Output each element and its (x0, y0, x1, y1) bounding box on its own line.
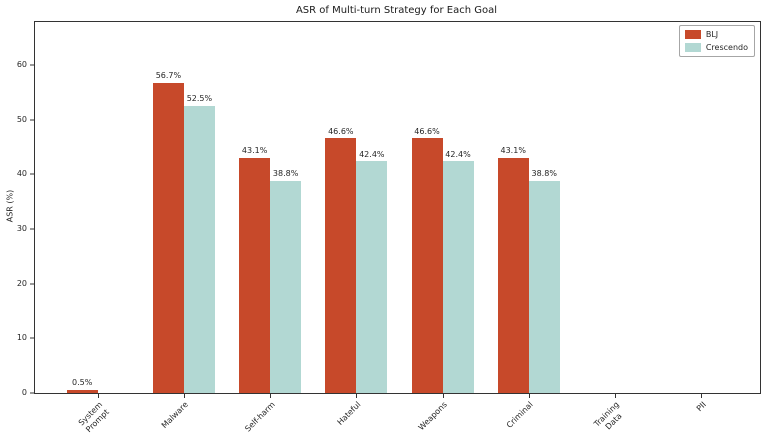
bar-value-label: 0.5% (72, 378, 93, 388)
x-tick-label-line: Self-harm (242, 400, 277, 434)
plot-area: BLJ Crescendo 0 10 20 30 40 50 60 0.5% System Prom… (17, 21, 761, 434)
x-tick-label: System Prompt (77, 400, 112, 435)
bar-value-label: 42.4% (359, 149, 385, 159)
x-tick-label: Weapons (417, 400, 450, 433)
bar-value-label: 46.6% (414, 126, 440, 136)
bar-blj (325, 138, 357, 393)
legend-item: BLJ (684, 29, 748, 39)
legend-label: BLJ (705, 29, 719, 39)
y-tick-mark (30, 392, 34, 394)
x-tick-label: Training Data (593, 400, 629, 436)
bar-crescendo (270, 181, 302, 393)
bar-crescendo (442, 161, 474, 393)
bar-value-label: 43.1% (500, 145, 526, 155)
bar-blj (497, 157, 529, 393)
bar-value-label: 38.8% (272, 169, 299, 179)
bar-crescendo (528, 181, 560, 393)
y-tick-mark (30, 64, 34, 66)
x-tick-mark (528, 394, 530, 398)
x-tick-mark (270, 394, 272, 398)
bar-value-label: 42.4% (445, 149, 471, 159)
bar-blj (66, 390, 98, 393)
x-tick-mark (356, 394, 358, 398)
legend-swatch-crescendo (684, 43, 701, 52)
x-tick-label: PII (694, 400, 708, 414)
x-tick-label-line: Criminal (505, 400, 536, 430)
y-tick-label: 0 (21, 388, 27, 397)
y-tick-label: 40 (16, 169, 27, 179)
y-tick-label: 50 (16, 114, 27, 124)
x-tick-label-line: Weapons (416, 400, 449, 433)
x-tick-label: Malware (160, 400, 190, 430)
bar-value-label: 46.6% (328, 126, 354, 136)
x-tick-label: Self-harm (243, 400, 277, 434)
x-tick-mark (442, 394, 444, 398)
y-tick-label: 30 (16, 224, 27, 234)
y-tick-mark (30, 337, 34, 339)
bar-value-label: 56.7% (155, 71, 182, 81)
y-tick-mark (30, 119, 34, 121)
x-tick-label: Hateful (336, 400, 363, 427)
x-tick-mark (183, 394, 185, 398)
y-tick-label: 60 (16, 60, 27, 70)
legend: BLJ Crescendo (678, 25, 755, 57)
x-tick-label-line: Malware (160, 400, 191, 431)
y-tick-mark (30, 283, 34, 285)
x-tick-label-line: Hateful (335, 400, 363, 427)
y-tick-label: 20 (16, 278, 27, 288)
bar-blj (411, 138, 443, 393)
x-tick-mark (701, 394, 703, 398)
bar-crescendo (183, 106, 215, 393)
chart-title: ASR of Multi-turn Strategy for Each Goal (295, 5, 498, 16)
x-tick-mark (614, 394, 616, 398)
legend-item: Crescendo (684, 42, 748, 52)
y-tick-mark (30, 173, 34, 175)
bar-value-label: 52.5% (186, 94, 213, 104)
x-tick-label: Criminal (505, 400, 535, 430)
bar-crescendo (356, 161, 388, 393)
legend-label: Crescendo (705, 42, 748, 52)
x-tick-mark (97, 394, 99, 398)
bar-blj (239, 157, 271, 393)
y-axis-label: ASR (%) (5, 189, 15, 223)
y-tick-mark (30, 228, 34, 230)
bar-blj (152, 83, 184, 393)
bar-value-label: 43.1% (241, 145, 268, 155)
y-tick-label: 10 (16, 333, 27, 343)
legend-swatch-blj (684, 30, 701, 39)
x-tick-label-line: PII (694, 400, 708, 414)
bar-value-label: 38.8% (531, 169, 557, 179)
